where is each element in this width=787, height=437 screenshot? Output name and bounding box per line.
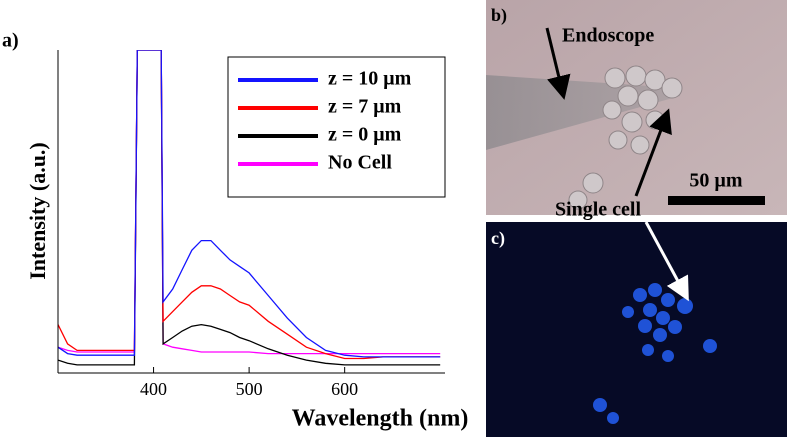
panel-c-image: c) [486,221,787,437]
x-tick-label: 600 [331,379,358,399]
panel-b-image: b) Endoscope 50 µm [486,0,787,215]
scale-label: 50 µm [689,170,743,192]
series-line [58,50,441,366]
x-axis-label: Wavelength (nm) [292,406,469,432]
x-tick-label: 400 [140,379,167,399]
legend: z = 10 μm z = 7 μm z = 0 μm No Cell [238,68,412,174]
series-line [58,50,441,355]
micrograph-background [486,222,787,437]
series-line [58,50,441,360]
x-tick-label: 500 [236,379,263,399]
spectrum-plot: 400 500 600 [57,50,445,399]
legend-label: z = 0 μm [328,124,402,146]
panel-label: c) [491,228,505,249]
y-axis-label: Intensity (a.u.) [25,142,50,280]
scale-bar [668,196,765,205]
panel-label: a) [2,30,19,52]
legend-label: No Cell [328,152,392,174]
legend-label: z = 7 μm [328,96,402,118]
arrow [644,221,689,302]
panel-label: b) [491,5,507,26]
arrow [634,108,672,197]
arrow [545,27,571,100]
series-line [58,50,441,358]
series-lines [58,50,441,366]
annotation: Single cell [555,199,642,221]
annotation: Endoscope [562,25,654,47]
legend-label: z = 10 μm [328,68,412,90]
